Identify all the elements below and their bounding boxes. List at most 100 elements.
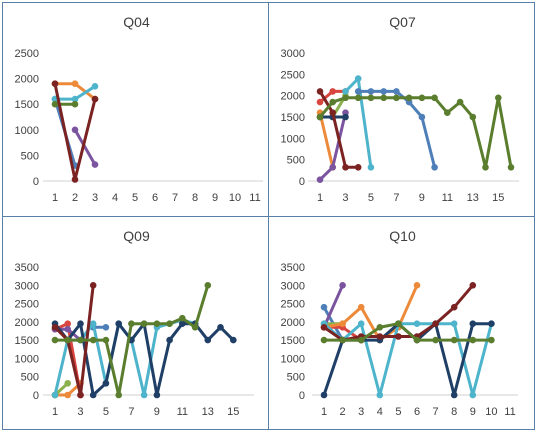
x-tick-label-q10: 2 (340, 406, 346, 418)
y-tick-label-q09: 1000 (15, 353, 39, 365)
chart-title-q09: Q09 (123, 228, 150, 244)
data-point (51, 80, 59, 87)
y-tick-label-q09: 500 (21, 372, 39, 384)
data-point (488, 320, 495, 327)
data-point (342, 94, 349, 102)
data-point (342, 88, 349, 95)
y-tick-label-q07: 0 (299, 176, 305, 188)
x-tick-label-q07: 3 (342, 192, 348, 204)
data-point (413, 336, 421, 344)
data-point (91, 83, 99, 90)
data-point (329, 164, 336, 171)
x-tick-label-q07: 9 (419, 192, 425, 204)
data-point (115, 320, 122, 327)
data-point (450, 336, 458, 344)
data-point (102, 336, 110, 344)
data-point (191, 324, 199, 331)
x-tick-label-q04: 8 (192, 192, 198, 204)
data-point (71, 176, 79, 183)
data-point (450, 391, 458, 399)
data-point (431, 164, 438, 171)
series-q07-6 (342, 75, 375, 171)
x-tick-label-q04: 11 (249, 192, 260, 204)
data-point (102, 380, 110, 387)
chart-panel-q07: Q07 0 500 1000 1500 2000 2500 3000 1 3 5 7 9 11 13 15 (268, 2, 535, 217)
y-tick-label-q09: 1500 (15, 335, 39, 347)
data-point (413, 282, 421, 289)
data-point (444, 109, 451, 116)
x-tick-label-q09: 3 (77, 406, 83, 418)
data-point (51, 100, 59, 108)
y-tick-label-q07: 3000 (281, 48, 305, 60)
y-tick-label-q07: 500 (287, 155, 305, 167)
y-tick-label-q09: 2000 (15, 317, 39, 329)
data-point (179, 314, 186, 322)
chart-panel-q04: Q04 0 500 1000 1500 2000 2500 1 2 3 4 5 6 7 8 9 10 11 (2, 2, 269, 217)
y-tick-label-q07: 1500 (281, 112, 305, 124)
y-tick-label-q04: 0 (33, 176, 39, 188)
x-tick-label-q04: 9 (212, 192, 218, 204)
x-tick-label-q10: 1 (321, 406, 327, 418)
y-tick-label-q07: 2500 (281, 69, 305, 81)
data-point (432, 320, 439, 327)
x-tick-label-q07: 13 (467, 192, 479, 204)
series-q07-9 (316, 94, 515, 171)
data-point (166, 336, 173, 344)
x-tick-label-q04: 1 (52, 192, 58, 204)
series-q04-5 (51, 100, 79, 108)
series-q10-8 (320, 282, 477, 344)
x-tick-label-q04: 6 (152, 192, 158, 204)
series-line (318, 89, 360, 169)
data-point (339, 320, 346, 327)
x-tick-label-q10: 7 (433, 406, 439, 418)
x-tick-label-q10: 6 (414, 406, 420, 418)
data-point (469, 320, 477, 327)
y-tick-label-q04: 1500 (15, 99, 39, 111)
chart-title-q10: Q10 (389, 228, 416, 244)
data-point (89, 282, 97, 289)
data-point (77, 336, 84, 344)
y-tick-label-q09: 2500 (15, 299, 39, 311)
series-q09-9 (51, 282, 212, 399)
data-point (64, 380, 71, 387)
data-point (376, 391, 384, 399)
data-point (413, 320, 421, 327)
data-point (51, 391, 59, 399)
y-tick-label-q07: 1000 (281, 133, 305, 145)
x-tick-label-q09: 11 (177, 406, 188, 418)
data-point (77, 391, 84, 399)
data-point (339, 282, 346, 289)
data-point (128, 320, 135, 327)
data-point (140, 391, 148, 399)
series-line (322, 283, 345, 329)
data-point (230, 336, 237, 344)
data-point (354, 94, 362, 102)
x-tick-label-q09: 1 (52, 406, 58, 418)
y-tick-label-q10: 3500 (281, 262, 305, 274)
data-point (64, 391, 71, 399)
data-point (376, 324, 384, 331)
y-tick-label-q04: 2500 (15, 48, 39, 60)
data-point (418, 94, 426, 102)
data-point (140, 320, 148, 327)
data-point (71, 95, 79, 103)
data-point (405, 94, 413, 102)
x-tick-label-q09: 15 (227, 406, 239, 418)
data-point (450, 303, 458, 311)
data-point (367, 88, 375, 95)
data-point (432, 336, 439, 344)
series-line (318, 111, 335, 169)
data-point (469, 113, 477, 121)
data-point (354, 75, 362, 82)
data-point (71, 80, 79, 87)
data-point (115, 391, 122, 399)
y-tick-label-q09: 0 (33, 390, 39, 402)
y-tick-label-q09: 3000 (15, 280, 39, 292)
chart-svg-q10: Q10 0 500 1000 1500 2000 2500 3000 3500 1 2 3 4 5 6 7 8 9… (281, 228, 518, 418)
data-point (507, 164, 515, 171)
x-tick-label-q10: 11 (504, 406, 515, 418)
chart-title-q04: Q04 (123, 14, 150, 30)
data-point (367, 164, 375, 171)
